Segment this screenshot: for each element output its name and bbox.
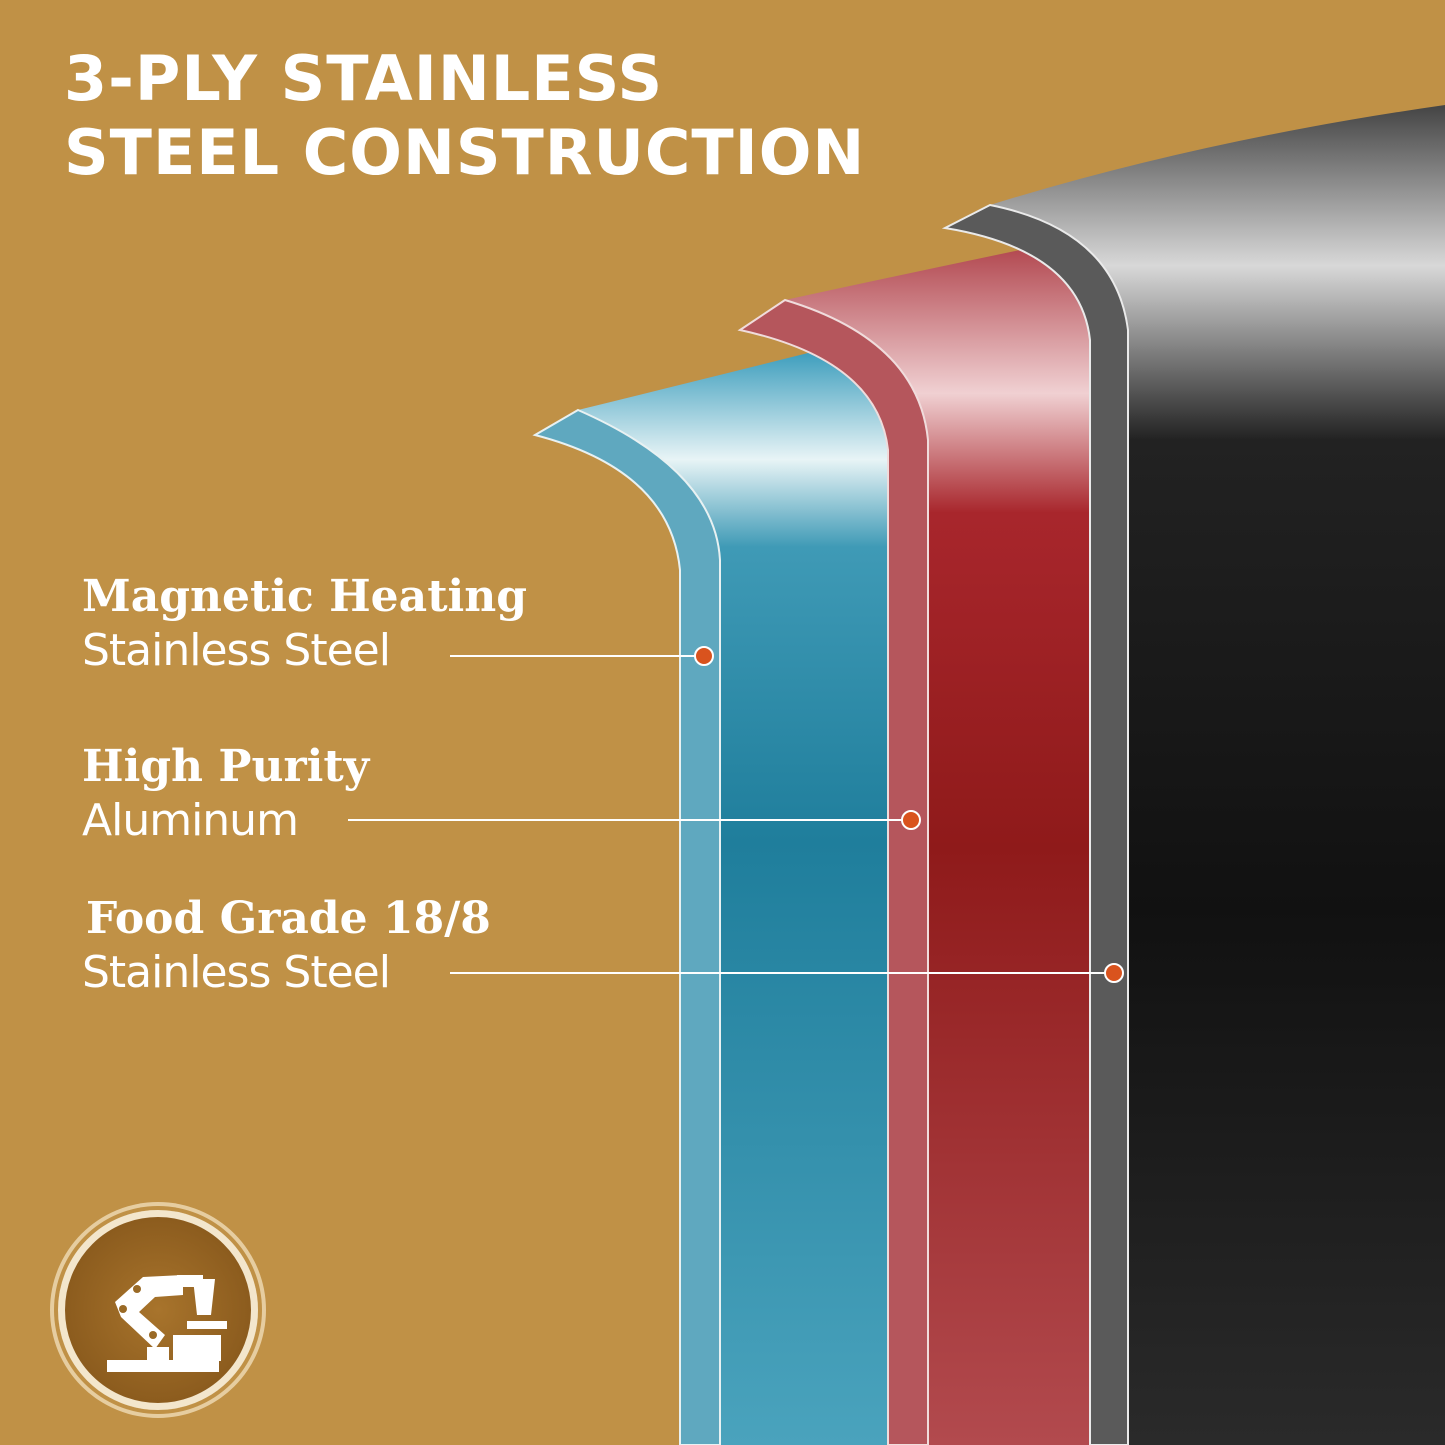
label-aluminum: High Purity Aluminum: [82, 740, 369, 848]
leader-lines: [348, 646, 1124, 983]
label-line-1: Magnetic Heating: [82, 571, 527, 622]
page-title: 3-PLY STAINLESS STEEL CONSTRUCTION: [64, 42, 865, 190]
title-line-1: 3-PLY STAINLESS: [64, 42, 664, 115]
label-line-1: High Purity: [82, 741, 370, 792]
label-line-2: Stainless Steel: [82, 625, 391, 676]
marker-dot-2: [901, 810, 921, 830]
black-layer: [941, 105, 1445, 1445]
label-food-grade-steel: Food Grade 18/8 Stainless Steel: [82, 892, 491, 1000]
label-line-2: Aluminum: [82, 795, 299, 846]
robot-arm-icon: [107, 1275, 227, 1372]
label-line-1: Food Grade 18/8: [86, 893, 491, 944]
red-layer: [737, 250, 1100, 1445]
marker-dot-3: [1104, 963, 1124, 983]
title-line-2: STEEL CONSTRUCTION: [64, 116, 866, 189]
blue-layer: [532, 350, 900, 1445]
manufacturing-badge: [58, 1210, 258, 1410]
label-magnetic-steel: Magnetic Heating Stainless Steel: [82, 570, 527, 678]
marker-dot-1: [694, 646, 714, 666]
label-line-2: Stainless Steel: [82, 947, 391, 998]
